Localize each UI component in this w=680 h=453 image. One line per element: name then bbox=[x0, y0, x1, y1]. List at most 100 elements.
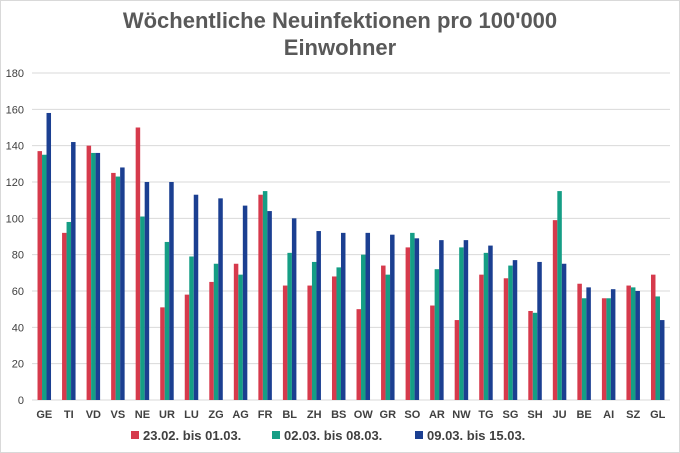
bar bbox=[160, 307, 165, 400]
bar bbox=[340, 232, 346, 400]
bar bbox=[390, 234, 395, 400]
bar bbox=[193, 194, 199, 400]
x-tick-label: JU bbox=[553, 409, 567, 421]
bar bbox=[557, 191, 562, 400]
x-tick-label: LU bbox=[184, 409, 199, 421]
x-tick-label: NW bbox=[452, 409, 471, 421]
chart-title-line-2: Einwohner bbox=[284, 35, 397, 60]
bar bbox=[601, 298, 607, 400]
bar bbox=[37, 151, 43, 400]
bar bbox=[184, 294, 190, 400]
bar bbox=[410, 232, 415, 400]
x-tick-label: BE bbox=[576, 409, 591, 421]
bars bbox=[37, 112, 665, 401]
x-tick-label: VD bbox=[86, 409, 101, 421]
x-tick-label: SO bbox=[404, 409, 420, 421]
x-tick-label: SZ bbox=[626, 409, 640, 421]
bar bbox=[331, 276, 337, 400]
bar bbox=[503, 278, 509, 400]
bar bbox=[361, 254, 366, 400]
bar bbox=[267, 211, 272, 400]
y-tick-label: 100 bbox=[6, 213, 24, 225]
bar bbox=[111, 172, 116, 400]
bar bbox=[483, 252, 489, 400]
bar bbox=[291, 218, 297, 400]
bar bbox=[91, 152, 96, 400]
y-tick-label: 0 bbox=[18, 395, 24, 407]
x-tick-label: BS bbox=[331, 409, 346, 421]
bar bbox=[577, 283, 582, 400]
x-tick-label: ZH bbox=[307, 409, 322, 421]
bar bbox=[630, 287, 636, 400]
x-tick-label: SG bbox=[503, 409, 519, 421]
bar bbox=[144, 182, 150, 400]
bar bbox=[655, 296, 660, 400]
y-tick-label: 140 bbox=[6, 141, 24, 153]
x-tick-label: FR bbox=[258, 409, 273, 421]
bar bbox=[95, 152, 101, 400]
x-axis-categories: GE TI VD VS NE UR LU ZG AG FR BL ZH BS OW GR SO AR NW TG SG… bbox=[36, 409, 665, 421]
legend-swatch bbox=[131, 431, 139, 439]
x-tick-label: SH bbox=[527, 409, 542, 421]
y-axis-ticks: 0 20 40 60 80 100 120 140 160 180 bbox=[6, 68, 24, 407]
bar bbox=[287, 252, 292, 400]
x-tick-label: AG bbox=[232, 409, 249, 421]
bar bbox=[66, 221, 72, 400]
bar bbox=[140, 216, 145, 400]
bar bbox=[115, 176, 121, 400]
legend-label: 02.03. bis 08.03. bbox=[284, 428, 382, 443]
bar bbox=[508, 265, 513, 400]
bar bbox=[488, 245, 493, 400]
bar bbox=[307, 285, 312, 400]
x-tick-label: UR bbox=[159, 409, 175, 421]
bar bbox=[336, 267, 341, 400]
bar bbox=[561, 263, 567, 400]
bar bbox=[213, 263, 219, 400]
legend: 23.02. bis 01.03. 02.03. bis 08.03. 09.03.… bbox=[131, 428, 525, 443]
bar bbox=[479, 274, 484, 400]
y-tick-label: 160 bbox=[6, 104, 24, 116]
x-tick-label: AI bbox=[603, 409, 614, 421]
bar bbox=[659, 320, 665, 400]
bar bbox=[46, 112, 52, 400]
y-tick-label: 20 bbox=[12, 359, 24, 371]
bar bbox=[209, 281, 214, 400]
legend-swatch bbox=[272, 431, 280, 439]
y-tick-label: 120 bbox=[6, 177, 24, 189]
y-tick-label: 40 bbox=[12, 322, 24, 334]
x-tick-label: GR bbox=[380, 409, 397, 421]
bar bbox=[532, 312, 538, 400]
bar bbox=[586, 287, 591, 400]
x-tick-label: GL bbox=[650, 409, 666, 421]
y-tick-label: 180 bbox=[6, 68, 24, 80]
bar bbox=[86, 145, 92, 400]
bar bbox=[164, 241, 170, 400]
bar bbox=[552, 220, 558, 400]
bar bbox=[42, 154, 47, 400]
chart-title-line-1: Wöchentliche Neuinfektionen pro 100'000 bbox=[123, 8, 557, 33]
bar bbox=[262, 191, 268, 400]
bar bbox=[537, 261, 542, 400]
bar bbox=[414, 238, 420, 400]
bar bbox=[189, 256, 194, 400]
bar bbox=[610, 289, 616, 400]
legend-swatch bbox=[415, 431, 423, 439]
bar bbox=[463, 240, 469, 400]
bar bbox=[311, 261, 317, 400]
x-tick-label: NE bbox=[135, 409, 150, 421]
bar bbox=[439, 240, 444, 400]
x-tick-label: BL bbox=[282, 409, 297, 421]
bar bbox=[258, 194, 263, 400]
x-tick-label: VS bbox=[111, 409, 126, 421]
bar bbox=[169, 182, 174, 400]
legend-label: 09.03. bis 15.03. bbox=[427, 428, 525, 443]
bar bbox=[282, 285, 288, 400]
x-tick-label: ZG bbox=[208, 409, 223, 421]
bar bbox=[581, 298, 587, 400]
bar bbox=[650, 274, 656, 400]
bar bbox=[120, 167, 125, 400]
bar bbox=[405, 247, 411, 400]
bar bbox=[459, 247, 464, 400]
x-tick-label: AR bbox=[429, 409, 445, 421]
legend-label: 23.02. bis 01.03. bbox=[143, 428, 241, 443]
